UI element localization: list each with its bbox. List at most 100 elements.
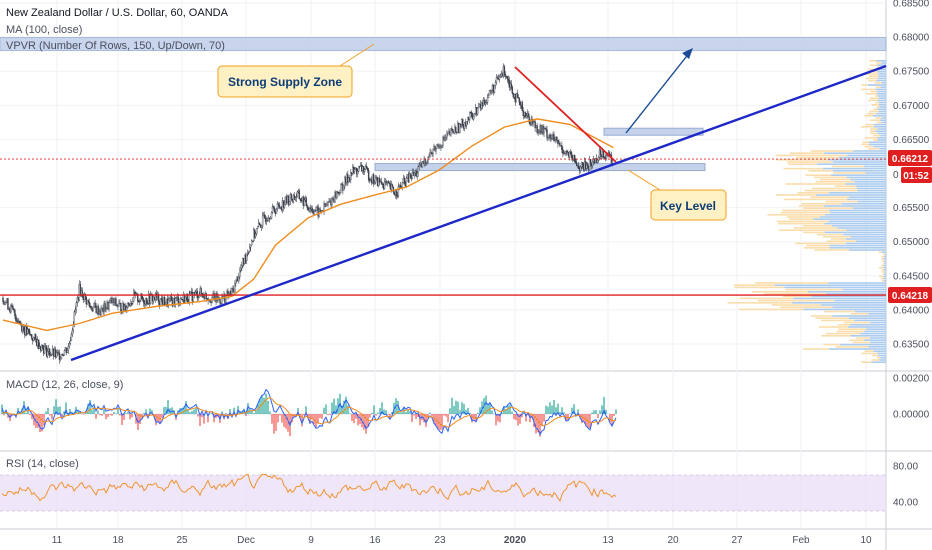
volume-bar-down [862,141,869,143]
macd-histogram-bar [275,414,277,431]
macd-histogram-bar [7,414,9,418]
rsi-axis[interactable]: 80.00 40.00 [893,462,918,509]
macd-histogram-bar [283,414,285,427]
volume-bar-up [883,258,886,260]
volume-bar-up [884,273,886,275]
volume-bar-down [881,258,884,260]
macd-histogram-bar [165,406,167,414]
volume-bar-up [878,97,886,99]
volume-bar-down [825,332,860,335]
candle-body [397,186,400,197]
candle-body [326,204,328,206]
volume-bar-up [875,130,886,132]
macd-histogram-bar [63,411,65,414]
macd-histogram-bar [47,407,49,414]
candle-body [578,165,580,169]
candle-body [413,172,415,176]
volume-bar-up [870,341,886,344]
candle-body [263,214,266,219]
candle-body [254,233,257,237]
volume-bar-up [873,123,886,126]
macd-histogram-bar [337,398,339,414]
macd-histogram-bar [391,412,393,414]
volume-bar-up [824,231,886,234]
macd-histogram-bar [603,396,605,414]
volume-bar-up [816,194,886,196]
candle-body [524,111,526,118]
macd-histogram-bar [475,414,477,422]
volume-bar-down [805,174,832,176]
volume-bar-up [828,220,886,223]
volume-bar-up [831,174,886,176]
macd-histogram-bar [549,402,551,414]
volume-bar-down [780,306,833,308]
macd-histogram-bar [5,409,7,414]
candle-body [383,181,386,189]
macd-histogram-bar [69,408,71,414]
candle-body [258,222,261,226]
volume-bar-down [778,229,847,231]
price-axis[interactable]: 0.68500 0.68000 0.67500 0.67000 0.66500 0.655… [893,0,930,351]
volume-bar-up [854,181,886,183]
volume-bar-down [875,117,882,119]
volume-bar-down [771,304,821,306]
volume-bar-down [815,317,849,319]
candle-body [283,203,286,208]
candle-body [506,75,509,80]
macd-histogram-bar [377,412,379,414]
rsi-line [1,473,617,502]
volume-bar-down [778,222,825,225]
candle-body [306,205,308,208]
candle-body [252,240,254,242]
candle-body [145,298,148,304]
candle-body [138,301,140,303]
volume-bar-up [868,313,886,315]
macd-axis[interactable]: 0.00200 0.00000 [893,374,930,421]
candle-body [133,292,135,302]
macd-histogram-bar [347,405,349,414]
volume-bar-up [883,275,886,278]
moving-average [2,118,614,332]
macd-histogram-bar [431,414,433,417]
time-axis[interactable]: 11 18 25 Dec 9 16 23 2020 13 20 27 Feb 10 [52,535,872,546]
candle-body [574,155,576,162]
candle-body [546,129,548,138]
volume-bar-down [734,286,785,289]
macd-histogram-bar [23,401,25,414]
supply-callout-pointer [339,43,375,67]
macd-histogram-bar [105,414,107,420]
macd-histogram-bar [55,399,57,414]
macd-histogram-bar [331,402,333,414]
candle-body [380,181,383,185]
macd-histogram-bar [413,414,415,416]
key-level-callout[interactable]: Key Level [627,169,727,221]
macd-histogram-bar [131,414,133,418]
macd-histogram-bar [325,404,327,414]
candle-body [399,184,402,188]
volume-bar-down [875,62,882,64]
macd-pane[interactable] [0,372,886,450]
volume-bar-down [816,233,844,236]
candle-body [372,174,375,184]
candle-body [416,172,418,177]
chart-title: New Zealand Dollar / U.S. Dollar, 60, OA… [6,7,229,19]
macd-histogram-bar [161,414,163,418]
candle-body [354,169,356,172]
volume-bar-up [837,227,886,229]
macd-histogram-bar [189,412,191,414]
volume-bar-down [820,319,855,322]
volume-bar-up [868,141,886,143]
macd-histogram-bar [193,409,195,414]
candle-body [94,303,96,308]
macd-histogram-bar [333,398,335,414]
candle-body [341,183,343,185]
main-pane[interactable] [0,0,886,370]
macd-histogram-bar [143,412,145,414]
candle-body [68,342,71,347]
candle-body [589,159,592,164]
supply-zone-callout[interactable]: Strong Supply Zone [217,43,375,98]
level-price-tag: 0.64218 [888,287,932,303]
volume-bar-down [776,194,817,196]
candle-body [545,128,547,130]
